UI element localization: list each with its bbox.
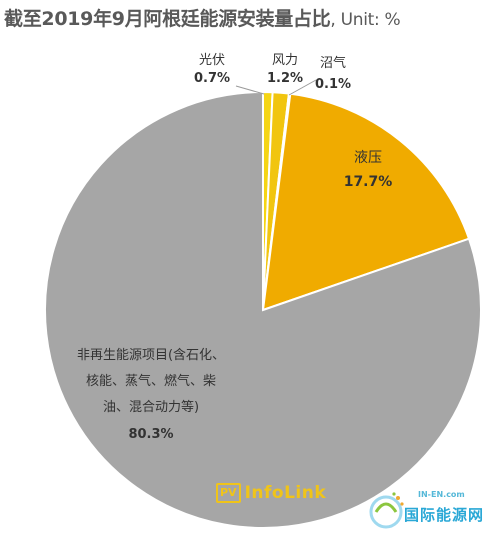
- watermark-name: 国际能源网: [404, 506, 485, 524]
- watermark-url: IN-EN.com: [418, 490, 465, 499]
- label-hydro-name: 液压: [354, 150, 382, 166]
- label-nonrenewable-line-2: 核能、蒸气、燃气、柴: [86, 373, 216, 389]
- label-nonrenewable-line-3: 油、混合动力等): [103, 399, 199, 415]
- label-wind-value: 1.2%: [267, 71, 303, 86]
- watermark-emblem-icon: [369, 492, 404, 529]
- label-nonrenewable-value: 80.3%: [128, 427, 173, 442]
- label-biogas-value: 0.1%: [315, 77, 351, 92]
- logo-pv-box: PV: [216, 483, 241, 503]
- leader-lines: [235, 79, 317, 96]
- logo-text: InfoLink: [244, 483, 327, 503]
- in-en-watermark: IN-EN.com 国际能源网: [364, 488, 496, 532]
- label-solar-value: 0.7%: [194, 71, 230, 86]
- label-solar-name: 光伏: [199, 53, 225, 68]
- chart-title: 截至2019年9月阿根廷能源安装量占比, Unit: %: [4, 4, 496, 31]
- leader-line-solar: [235, 85, 265, 95]
- label-biogas-name: 沼气: [320, 55, 346, 71]
- label-hydro-value: 17.7%: [344, 174, 393, 190]
- pie-slice-nonrenewable: [43, 90, 482, 529]
- infolink-logo: PV InfoLink: [216, 483, 326, 503]
- pie-slices: [43, 90, 482, 529]
- chart-title-main: 截至2019年9月阿根廷能源安装量占比: [4, 8, 331, 30]
- chart-title-unit: , Unit: %: [330, 10, 401, 30]
- label-wind-name: 风力: [272, 53, 298, 68]
- label-nonrenewable-line-1: 非再生能源项目(含石化、: [77, 347, 225, 363]
- leader-line-biogas: [288, 79, 317, 96]
